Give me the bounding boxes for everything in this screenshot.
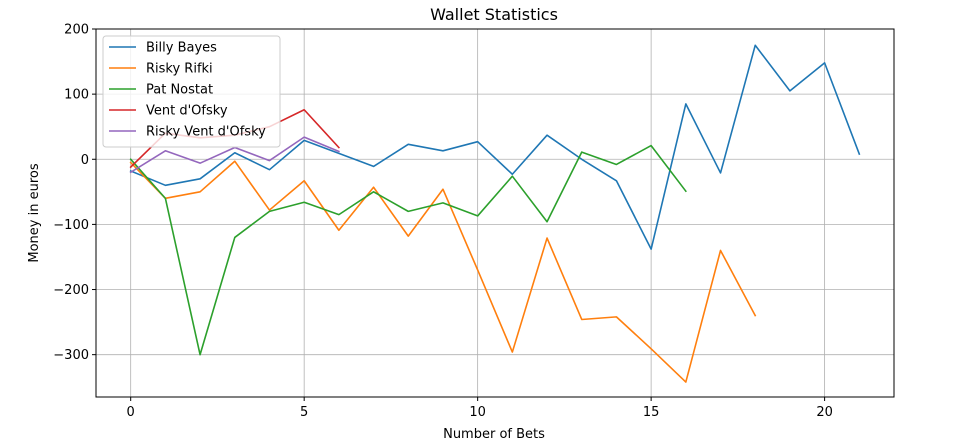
series-line-billy-bayes bbox=[129, 44, 861, 250]
legend-box bbox=[102, 35, 281, 148]
legend-label: Risky Rifki bbox=[146, 62, 213, 77]
y-tick-label: −200 bbox=[53, 283, 89, 298]
y-tick-label: −100 bbox=[53, 218, 89, 233]
legend-label: Vent d'Ofsky bbox=[146, 104, 228, 119]
series-lines bbox=[129, 44, 861, 383]
series-line-risky-rifki bbox=[129, 160, 757, 383]
y-tick-label: 200 bbox=[64, 23, 89, 38]
axis-ticks: 0 5 10 15 20 −300 −200 −100 0 100 200 bbox=[53, 23, 833, 421]
x-tick-label: 10 bbox=[469, 405, 486, 420]
x-axis-label: Number of Bets bbox=[443, 427, 545, 442]
x-tick-label: 5 bbox=[300, 405, 308, 420]
legend-label: Risky Vent d'Ofsky bbox=[146, 125, 266, 140]
x-tick-label: 15 bbox=[643, 405, 660, 420]
x-tick-label: 20 bbox=[816, 405, 833, 420]
y-tick-label: 0 bbox=[81, 153, 89, 168]
legend-label: Pat Nostat bbox=[146, 83, 213, 98]
chart-title: Wallet Statistics bbox=[430, 5, 558, 24]
legend: Billy Bayes Risky Rifki Pat Nostat Vent d'O… bbox=[102, 35, 281, 148]
y-axis-label: Money in euros bbox=[27, 163, 42, 262]
legend-label: Billy Bayes bbox=[146, 41, 217, 56]
series-line-risky-vent-d-ofsky bbox=[129, 136, 340, 174]
series-line-pat-nostat bbox=[129, 144, 687, 356]
plot-frame bbox=[95, 28, 895, 398]
y-tick-label: −300 bbox=[53, 348, 89, 363]
y-tick-label: 100 bbox=[64, 88, 89, 103]
x-tick-label: 0 bbox=[127, 405, 135, 420]
